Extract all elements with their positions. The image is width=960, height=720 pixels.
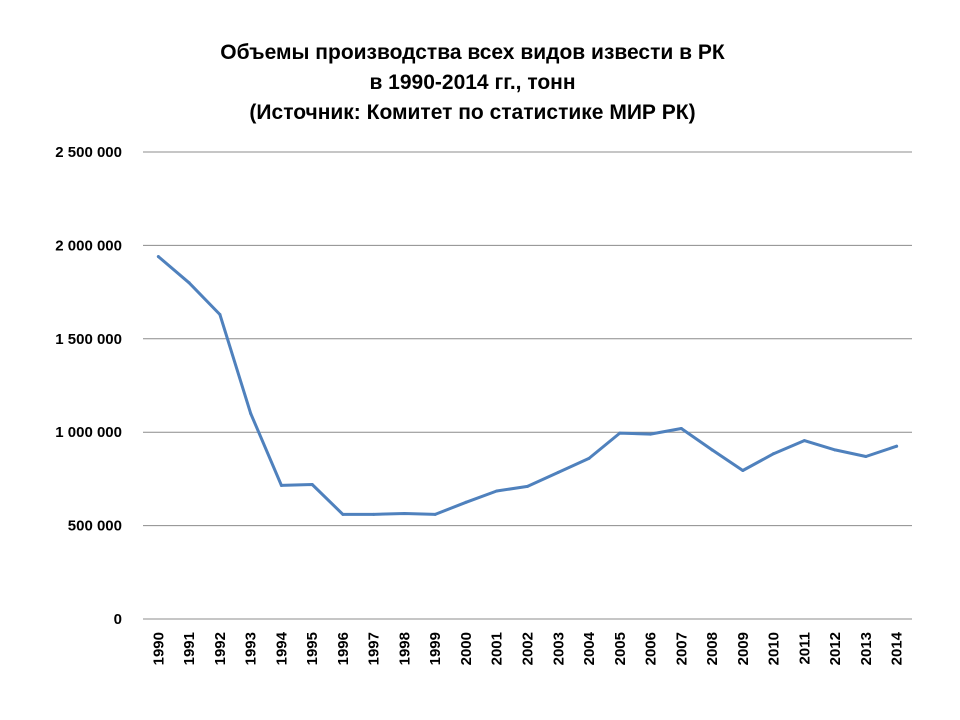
data-point (495, 489, 499, 493)
chart-title-line-3: (Источник: Комитет по статистике МИР РК) (249, 101, 696, 124)
x-tick-label: 2008 (704, 632, 721, 665)
x-tick-label: 2009 (735, 632, 752, 665)
data-point (710, 448, 714, 452)
data-point (772, 452, 776, 456)
y-tick-label: 1 000 000 (55, 424, 122, 441)
data-point (618, 431, 622, 435)
data-point (556, 470, 560, 474)
data-point (402, 511, 406, 515)
x-tick-label: 2005 (612, 632, 629, 665)
x-tick-label: 2001 (489, 632, 506, 665)
series-layer (156, 255, 899, 516)
data-point (433, 512, 437, 516)
x-tick-label: 2004 (581, 631, 598, 665)
x-tick-label: 1999 (427, 632, 444, 665)
chart-title-line-1: Объемы производства всех видов извести в… (220, 41, 725, 64)
data-point (526, 484, 529, 488)
data-point (864, 454, 868, 458)
x-tick-label: 2003 (550, 632, 567, 665)
series-line (156, 255, 899, 516)
x-tick-label: 1996 (335, 632, 352, 665)
x-tick-label: 1992 (212, 632, 229, 665)
x-tick-label: 1993 (243, 632, 260, 665)
data-point (649, 432, 653, 436)
x-tick-label: 1991 (181, 632, 198, 665)
y-tick-label: 2 500 000 (55, 144, 122, 161)
data-point (341, 512, 345, 516)
x-tick-label: 1990 (150, 632, 167, 665)
data-point (895, 444, 899, 448)
x-tick-label: 2012 (827, 632, 844, 665)
x-tick-label: 2006 (643, 632, 660, 665)
data-point (218, 313, 222, 317)
y-tick-label: 0 (114, 611, 122, 628)
y-tick-label: 2 000 000 (55, 237, 122, 254)
x-tick-label: 2007 (673, 632, 690, 665)
data-point (372, 512, 376, 516)
data-point (249, 412, 253, 416)
data-point (156, 255, 160, 259)
x-tick-label: 1997 (366, 632, 383, 665)
x-tick-label: 2011 (796, 632, 813, 665)
x-tick-label: 2014 (889, 631, 906, 665)
x-axis-ticks: 1990 1991 1992 1993 1994 1995 1996 1997 1998 1999… (150, 631, 905, 665)
x-tick-label: 1995 (304, 632, 321, 665)
data-point (464, 500, 468, 504)
chart-title-line-2: в 1990-2014 гг., тонн (369, 71, 576, 94)
data-point (187, 281, 191, 285)
gridlines (143, 151, 912, 620)
data-point (279, 483, 283, 487)
chart-title: Объемы производства всех видов извести в… (0, 38, 945, 128)
x-tick-label: 2013 (858, 632, 875, 665)
data-point (587, 456, 591, 460)
x-tick-label: 2000 (458, 632, 475, 665)
y-axis-ticks: 0 500 000 1 000 000 1 500 000 2 000 000 2 500… (55, 144, 122, 628)
x-tick-label: 1998 (396, 632, 413, 665)
data-point (679, 426, 683, 430)
y-tick-label: 500 000 (68, 518, 122, 535)
data-point (802, 439, 806, 443)
x-tick-label: 2010 (766, 632, 783, 665)
x-tick-label: 2002 (520, 632, 537, 665)
data-point (833, 448, 837, 452)
y-tick-label: 1 500 000 (55, 331, 122, 348)
x-tick-label: 1994 (273, 631, 290, 665)
data-point (310, 483, 314, 487)
data-point (741, 468, 745, 472)
